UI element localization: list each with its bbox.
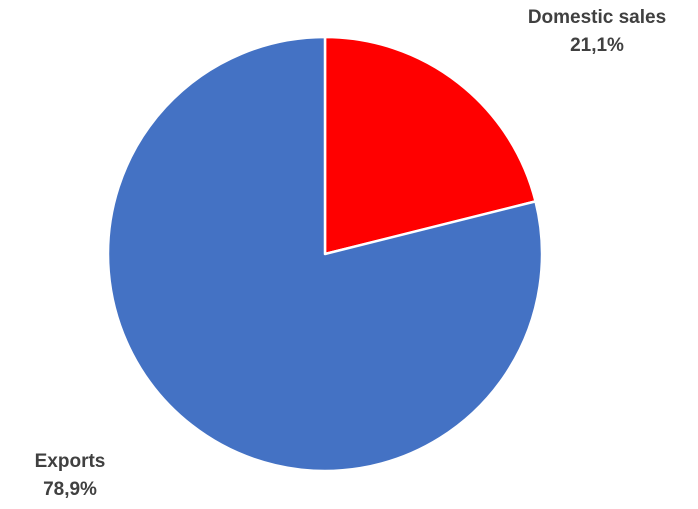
domestic-sales-percent: 21,1%	[570, 35, 624, 56]
pie-slice-domestic-sales	[323, 35, 537, 256]
pie-slice-exports	[106, 35, 544, 473]
exports-percent: 78,9%	[43, 479, 97, 500]
domestic-sales-label: Domestic sales 21,1%	[497, 4, 697, 60]
exports-label: Exports 78,9%	[0, 448, 140, 504]
domestic-sales-name: Domestic sales	[527, 7, 667, 28]
pie-slices	[106, 35, 544, 473]
exports-name: Exports	[34, 451, 106, 472]
